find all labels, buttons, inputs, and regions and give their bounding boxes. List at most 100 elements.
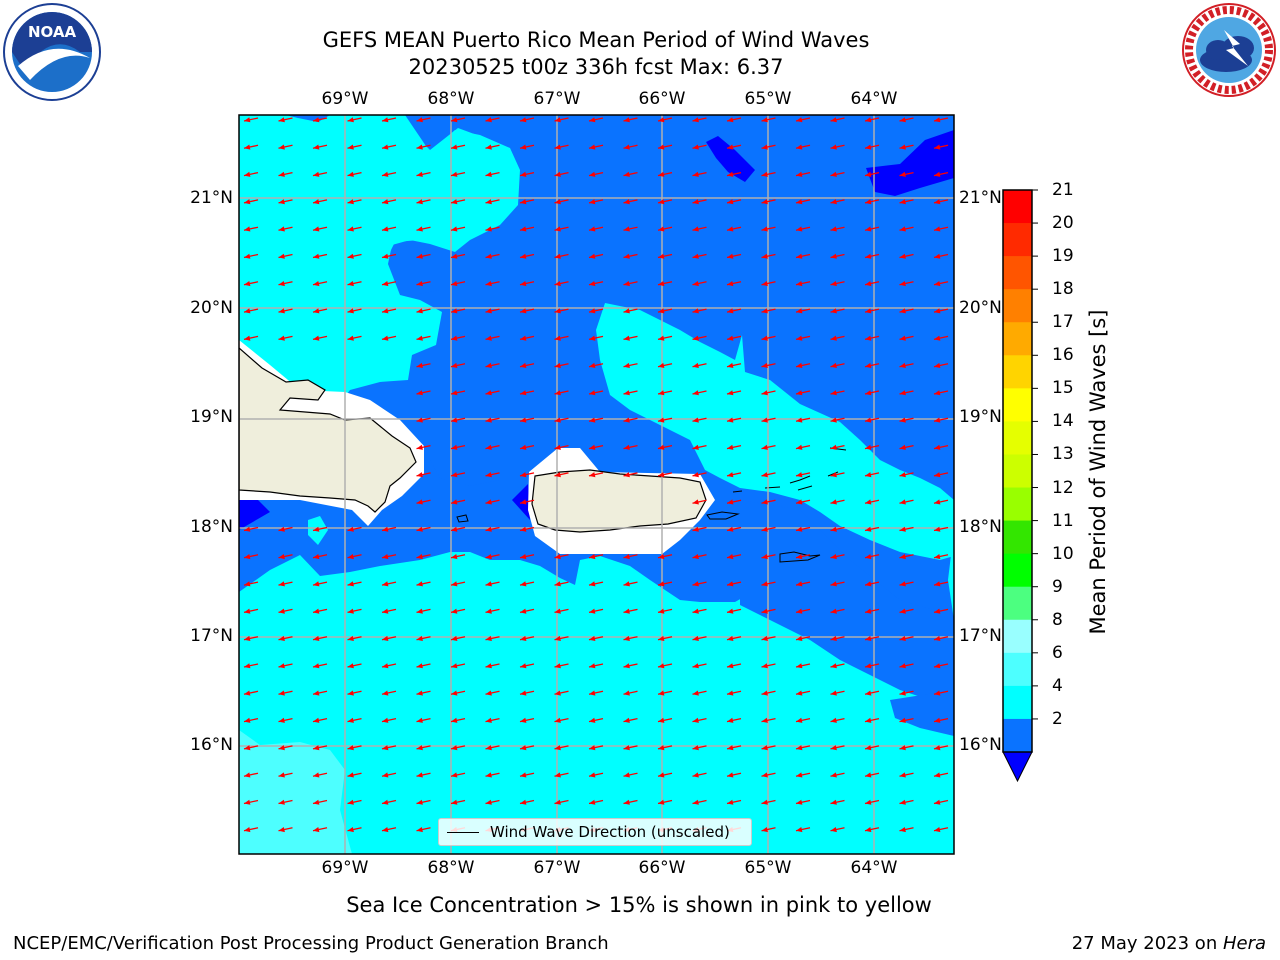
wind-arrow-head bbox=[899, 581, 906, 587]
wind-arrow-head bbox=[658, 417, 665, 423]
wind-arrow-head bbox=[658, 171, 665, 177]
wind-arrow-head bbox=[899, 362, 906, 368]
wind-arrow-head bbox=[899, 472, 906, 478]
wind-arrow-head bbox=[485, 635, 492, 641]
wind-arrow-head bbox=[727, 417, 734, 423]
lon-label-bottom: 68°W bbox=[427, 858, 475, 878]
wind-arrow-head bbox=[244, 799, 251, 805]
wind-arrow-head bbox=[416, 499, 423, 505]
wind-arrow-head bbox=[692, 635, 699, 641]
lon-label-top: 69°W bbox=[321, 89, 369, 109]
noaa-logo-text: NOAA bbox=[28, 23, 77, 41]
wind-arrow-head bbox=[416, 663, 423, 669]
wind-arrow-head bbox=[865, 717, 872, 723]
wind-arrow-head bbox=[589, 608, 596, 614]
wind-arrow-head bbox=[796, 690, 803, 696]
wind-arrow-head bbox=[658, 635, 665, 641]
colorbar-frame bbox=[1002, 189, 1033, 753]
wind-arrow-head bbox=[520, 581, 527, 587]
wind-arrow-head bbox=[416, 253, 423, 259]
wind-arrow-head bbox=[692, 772, 699, 778]
colorbar-segment bbox=[1003, 190, 1032, 224]
wind-arrow-head bbox=[934, 281, 941, 287]
wind-arrow-head bbox=[451, 444, 458, 450]
wind-arrow-head bbox=[830, 663, 837, 669]
wind-arrow-head bbox=[830, 745, 837, 751]
lat-label-right: 19°N bbox=[959, 407, 1002, 427]
wind-arrow-head bbox=[554, 199, 561, 205]
wind-arrow-head bbox=[313, 308, 320, 314]
lat-label-right: 21°N bbox=[959, 188, 1002, 208]
wind-arrow-head bbox=[347, 663, 354, 669]
wind-arrow-head bbox=[692, 308, 699, 314]
band-2-4-far-southeast bbox=[890, 690, 954, 736]
sea-ice-note: Sea Ice Concentration > 15% is shown in … bbox=[346, 893, 932, 917]
wind-arrow-head bbox=[830, 417, 837, 423]
wind-arrow-head bbox=[830, 281, 837, 287]
wind-arrow-head bbox=[796, 526, 803, 532]
colorbar-segment bbox=[1003, 586, 1032, 621]
wind-arrow-head bbox=[727, 199, 734, 205]
land-st-croix bbox=[779, 551, 821, 563]
wind-arrow-head bbox=[623, 581, 630, 587]
wind-arrow-head bbox=[727, 308, 734, 314]
wind-arrow-head bbox=[520, 745, 527, 751]
wind-arrow-head bbox=[623, 772, 630, 778]
wind-arrow-head bbox=[761, 472, 768, 478]
wind-arrow-head bbox=[623, 608, 630, 614]
wind-arrow-head bbox=[623, 335, 630, 341]
wind-arrow-head bbox=[520, 253, 527, 259]
wind-arrow-head bbox=[830, 499, 837, 505]
wind-arrow-head bbox=[796, 390, 803, 396]
wind-arrow-head bbox=[554, 417, 561, 423]
wind-arrow-head bbox=[692, 390, 699, 396]
wind-arrow-head bbox=[589, 335, 596, 341]
wind-arrow-head bbox=[244, 554, 251, 560]
wind-arrow-head bbox=[899, 417, 906, 423]
lat-label-left: 18°N bbox=[190, 517, 233, 537]
wind-arrow-head bbox=[796, 335, 803, 341]
wind-arrow-head bbox=[347, 335, 354, 341]
wind-arrow-head bbox=[761, 554, 768, 560]
wind-arrow-head bbox=[520, 335, 527, 341]
wind-arrow-head bbox=[692, 362, 699, 368]
wind-arrow-head bbox=[485, 362, 492, 368]
wind-arrow-head bbox=[761, 827, 768, 833]
wind-arrow-head bbox=[830, 717, 837, 723]
wind-arrow-head bbox=[796, 417, 803, 423]
wind-arrow-head bbox=[658, 772, 665, 778]
wind-arrow-head bbox=[589, 199, 596, 205]
wind-arrow-head bbox=[451, 117, 458, 123]
wind-arrow-head bbox=[658, 281, 665, 287]
noaa-logo: NOAA bbox=[0, 0, 104, 104]
colorbar-under-triangle bbox=[1002, 751, 1033, 783]
wind-arrow-head bbox=[589, 117, 596, 123]
wind-arrow-head bbox=[520, 171, 527, 177]
colorbar-segment bbox=[1003, 520, 1032, 555]
contour-layer bbox=[239, 115, 954, 854]
wind-arrow-head bbox=[416, 581, 423, 587]
colorbar-label: 6 bbox=[1052, 642, 1063, 663]
map-title-line2: 20230525 t00z 336h fcst Max: 6.37 bbox=[408, 55, 784, 79]
wind-arrow-head bbox=[416, 335, 423, 341]
wind-arrow-head bbox=[623, 362, 630, 368]
wind-arrow-head bbox=[589, 226, 596, 232]
wind-arrow-head bbox=[658, 362, 665, 368]
wind-arrow-head bbox=[865, 362, 872, 368]
colorbar-label: 10 bbox=[1052, 543, 1074, 564]
wind-arrow-head bbox=[830, 472, 837, 478]
wind-arrow-head bbox=[865, 308, 872, 314]
wind-arrow-head bbox=[796, 772, 803, 778]
wind-arrow-head bbox=[416, 444, 423, 450]
wind-arrow-head bbox=[313, 635, 320, 641]
wind-arrow-head bbox=[796, 799, 803, 805]
wind-arrow-head bbox=[865, 472, 872, 478]
wind-arrow-head bbox=[727, 362, 734, 368]
wind-arrow-head bbox=[589, 253, 596, 259]
lat-label-left: 16°N bbox=[190, 735, 233, 755]
lon-label-bottom: 64°W bbox=[850, 858, 898, 878]
wind-arrow-head bbox=[485, 117, 492, 123]
wind-arrow-head bbox=[244, 745, 251, 751]
wind-arrow-head bbox=[658, 554, 665, 560]
wind-arrow-head bbox=[934, 199, 941, 205]
